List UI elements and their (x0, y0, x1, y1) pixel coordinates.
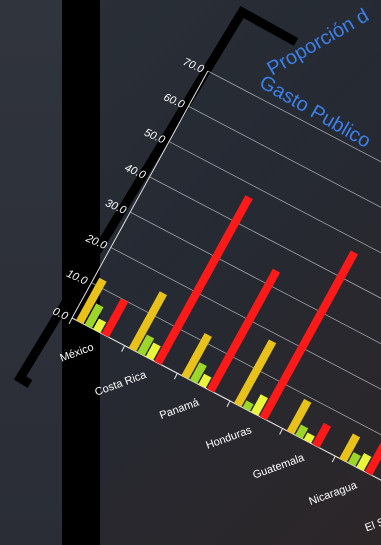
category-label: Nicaragua (307, 479, 359, 508)
bar (286, 398, 312, 435)
left-panel (0, 0, 62, 545)
category-label: Costa Rica (93, 369, 148, 399)
bar (145, 342, 161, 361)
y-axis (71, 70, 209, 319)
bar (154, 195, 253, 365)
gridline (207, 70, 381, 163)
gridline (188, 105, 381, 208)
x-tick (68, 317, 73, 325)
category-label: Panamá (158, 396, 201, 422)
x-tick (279, 428, 284, 435)
bar (128, 291, 168, 352)
bar (339, 433, 361, 463)
category-label: Guatemala (251, 452, 306, 482)
bar (259, 250, 359, 421)
bar (101, 298, 129, 338)
bar (242, 400, 254, 412)
bar (312, 422, 332, 448)
category-label: Honduras (204, 424, 253, 452)
gridline (110, 247, 381, 390)
x-tick (173, 373, 178, 380)
bar (189, 362, 207, 384)
gridline (149, 176, 381, 299)
bar (303, 432, 315, 444)
bar (234, 339, 277, 407)
gridline (168, 141, 381, 254)
x-tick (331, 455, 336, 463)
bar (181, 333, 212, 380)
chart-title-line2: Gasto Publico (256, 71, 375, 152)
bar (93, 318, 107, 333)
bar (347, 452, 361, 467)
bar (251, 394, 269, 416)
chart-title-line1: Proporción d (264, 5, 373, 81)
bar (364, 443, 381, 476)
bar (84, 303, 104, 329)
bar (137, 334, 155, 357)
gridline (91, 282, 381, 436)
gridline (71, 317, 381, 481)
category-label: México (59, 341, 96, 364)
bar (198, 373, 212, 389)
x-tick (121, 345, 126, 352)
category-label: El Salvad (363, 507, 381, 534)
x-tick (226, 400, 231, 408)
bar (206, 268, 281, 393)
bracket-frame (13, 5, 299, 388)
gridline (130, 211, 381, 345)
bar (356, 453, 372, 471)
bar (76, 277, 107, 324)
bar (295, 424, 309, 439)
